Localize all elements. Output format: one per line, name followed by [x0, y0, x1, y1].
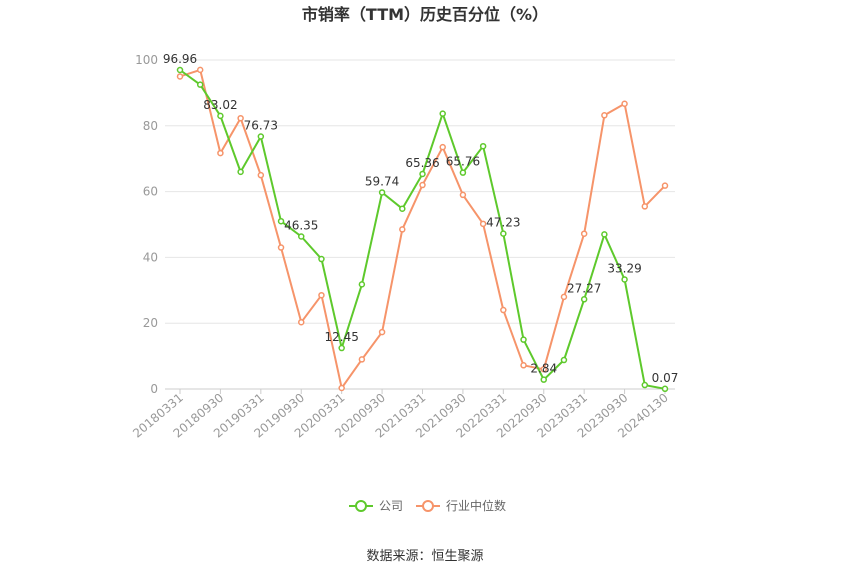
data-label: 33.29: [607, 261, 641, 275]
data-point[interactable]: [196, 66, 204, 74]
data-point[interactable]: [520, 362, 527, 369]
data-point[interactable]: [560, 293, 568, 301]
data-point[interactable]: [277, 217, 285, 225]
data-point[interactable]: [500, 306, 507, 314]
data-point[interactable]: [378, 328, 386, 336]
data-point[interactable]: [419, 170, 426, 178]
legend-item-industry-median[interactable]: 行业中位数: [416, 498, 506, 513]
data-point[interactable]: [479, 142, 487, 150]
data-point[interactable]: [540, 376, 547, 383]
data-point[interactable]: [601, 231, 608, 238]
data-label: 76.73: [244, 119, 278, 133]
data-point[interactable]: [500, 230, 507, 237]
y-tick-label: 40: [143, 250, 158, 264]
data-point[interactable]: [338, 344, 345, 352]
data-point[interactable]: [580, 296, 588, 303]
data-point[interactable]: [237, 168, 244, 176]
y-tick-label: 60: [143, 185, 158, 199]
data-label: 47.23: [486, 216, 520, 230]
data-point[interactable]: [237, 114, 244, 122]
data-label: 83.02: [203, 98, 237, 112]
data-point[interactable]: [560, 356, 568, 364]
data-point[interactable]: [257, 171, 265, 179]
legend-label: 行业中位数: [446, 498, 506, 513]
data-label: 65.36: [405, 156, 439, 170]
data-point[interactable]: [176, 66, 184, 74]
data-point[interactable]: [661, 182, 669, 189]
data-point[interactable]: [399, 205, 406, 212]
legend-item-company[interactable]: 公司: [349, 499, 403, 513]
data-label: 96.96: [163, 52, 197, 66]
data-point[interactable]: [298, 233, 305, 240]
data-point[interactable]: [257, 133, 265, 140]
data-label: 59.74: [365, 174, 399, 188]
data-point[interactable]: [661, 385, 669, 393]
data-point[interactable]: [641, 203, 649, 210]
data-point[interactable]: [540, 366, 547, 373]
data-label: 12.45: [324, 330, 358, 344]
data-point[interactable]: [439, 143, 446, 151]
data-point[interactable]: [621, 276, 628, 283]
data-point[interactable]: [277, 244, 285, 251]
data-point[interactable]: [479, 220, 487, 228]
series-layer: [176, 66, 669, 393]
y-tick-label: 80: [143, 119, 158, 133]
data-point[interactable]: [641, 381, 649, 389]
data-point[interactable]: [459, 169, 467, 176]
chart-title: 市销率（TTM）历史百分位（%）: [302, 5, 548, 24]
y-tick-label: 100: [135, 53, 158, 67]
data-point[interactable]: [358, 356, 366, 363]
data-label: 46.35: [284, 219, 318, 233]
legend[interactable]: 公司 行业中位数: [349, 498, 506, 513]
data-label: 0.07: [652, 371, 679, 385]
data-point[interactable]: [338, 384, 345, 392]
data-point[interactable]: [176, 73, 184, 80]
data-labels: 96.96 83.02 76.73 46.35 12.45 59.74 65.36 65.76…: [163, 52, 679, 385]
data-point[interactable]: [378, 189, 386, 196]
data-point[interactable]: [621, 100, 628, 108]
data-point[interactable]: [580, 230, 588, 237]
data-point[interactable]: [217, 112, 224, 120]
data-point[interactable]: [298, 318, 305, 326]
y-tick-label: 20: [143, 316, 158, 330]
data-label: 2.84: [530, 362, 557, 376]
data-point[interactable]: [520, 336, 527, 343]
legend-label: 公司: [379, 499, 403, 513]
y-tick-label: 0: [150, 382, 158, 396]
data-label: 65.76: [446, 155, 480, 169]
data-point[interactable]: [196, 81, 204, 88]
data-point[interactable]: [358, 281, 366, 288]
data-point[interactable]: [459, 191, 467, 199]
data-point[interactable]: [601, 112, 608, 119]
data-source: 数据来源：恒生聚源: [366, 549, 483, 564]
data-point[interactable]: [439, 110, 446, 117]
data-point[interactable]: [318, 291, 325, 299]
legend-marker: [355, 500, 367, 512]
data-point[interactable]: [217, 149, 224, 157]
data-point[interactable]: [419, 181, 426, 189]
data-label: 27.27: [567, 281, 601, 295]
legend-marker: [422, 500, 434, 512]
data-point[interactable]: [399, 226, 406, 233]
data-point[interactable]: [318, 255, 325, 263]
